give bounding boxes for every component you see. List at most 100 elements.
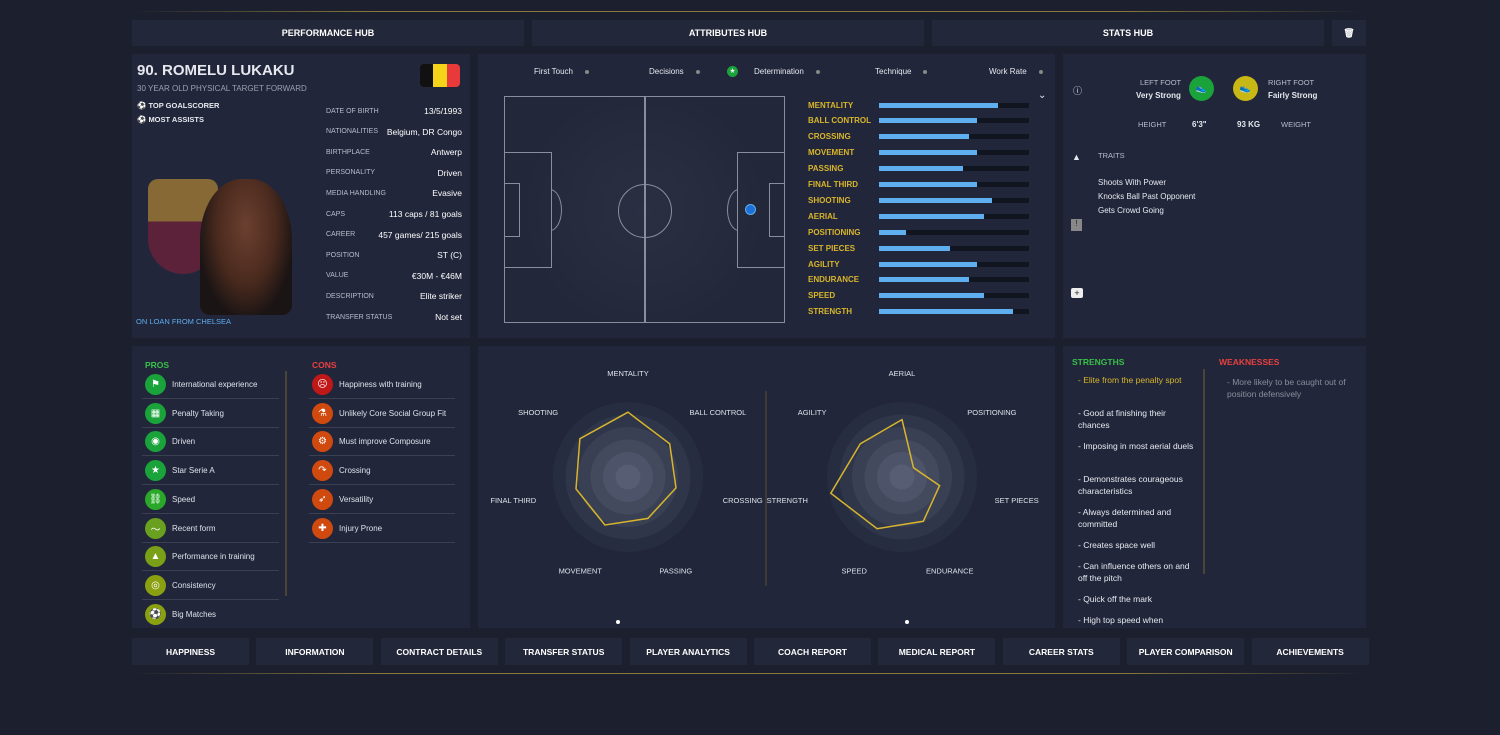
key-attribute[interactable]: Technique: [875, 67, 928, 76]
info-row: TRANSFER STATUS Not set: [326, 312, 462, 322]
bottom-tab[interactable]: ACHIEVEMENTS: [1251, 638, 1369, 665]
strength-item: - Elite from the penalty spot: [1078, 375, 1182, 385]
attribute-row: ENDURANCE: [808, 274, 1030, 286]
attribute-bar: [879, 213, 1029, 219]
radar-ring: [615, 464, 641, 490]
position-marker: [745, 204, 756, 215]
con-icon: ↷: [312, 460, 333, 482]
bottom-tab[interactable]: HAPPINESS: [132, 638, 249, 665]
cons-item-label: Must improve Composure: [339, 437, 431, 447]
pros-item-label: Recent form: [172, 523, 216, 533]
radar-ring: [839, 414, 965, 540]
pros-item-label: Penalty Taking: [172, 408, 224, 418]
trash-icon: 🗑: [1343, 27, 1355, 38]
pros-item: ⚑ International experience: [142, 371, 279, 399]
ball-icon: ⚽: [137, 101, 149, 110]
info-icon[interactable]: ⓘ: [1073, 86, 1083, 96]
bottom-tab[interactable]: PLAYER COMPARISON: [1127, 638, 1245, 665]
key-attribute[interactable]: Work Rate: [989, 67, 1043, 76]
bottom-tab[interactable]: INFORMATION: [256, 638, 374, 665]
info-label: PERSONALITY: [326, 169, 376, 177]
info-row: POSITION ST (C): [326, 250, 462, 260]
tab-performance-hub[interactable]: PERFORMANCE HUB: [132, 20, 524, 46]
player-photo: [200, 179, 292, 315]
attribute-label: FINAL THIRD: [808, 180, 859, 189]
strength-item: - Can influence others on and off the pi…: [1078, 561, 1190, 583]
scrollbar[interactable]: [285, 371, 287, 596]
attribute-bar-fill: [879, 182, 977, 187]
info-row: PERSONALITY Driven: [326, 168, 462, 178]
bottom-tab[interactable]: CONTRACT DETAILS: [380, 638, 498, 665]
loan-status: ON LOAN FROM CHELSEA: [136, 317, 232, 326]
pros-item-label: Performance in training: [172, 552, 255, 562]
info-row: CAPS 113 caps / 81 goals: [326, 209, 462, 219]
dot-icon: [695, 69, 700, 74]
info-label: DATE OF BIRTH: [326, 107, 379, 115]
attribute-bar-fill: [879, 261, 977, 267]
info-value: Not set: [435, 312, 462, 322]
attribute-label: STRENGTH: [808, 307, 852, 317]
radar-axis-label: ENDURANCE: [926, 567, 974, 576]
key-attribute[interactable]: First Touch: [534, 67, 589, 76]
attribute-bar-fill: [879, 245, 950, 251]
attribute-bar: [879, 277, 1029, 283]
scrollbar[interactable]: [1203, 369, 1205, 574]
attribute-row: CROSSING: [808, 131, 1030, 143]
strength-item: - High top speed when: [1078, 615, 1164, 625]
pros-item-label: International experience: [172, 380, 258, 389]
cons-item: ☹ Happiness with training: [309, 371, 455, 399]
bottom-tab[interactable]: MEDICAL REPORT: [878, 638, 996, 665]
info-label: NATIONALITIES: [326, 128, 378, 136]
pro-icon: ★: [145, 460, 166, 482]
alert-icon[interactable]: !: [1071, 219, 1082, 231]
right-foot-value: Fairly Strong: [1268, 91, 1318, 100]
con-icon: ➶: [312, 488, 333, 510]
trait-item: Knocks Ball Past Opponent: [1098, 192, 1196, 201]
pros-item: 〜 Recent form: [142, 515, 279, 543]
bottom-tab[interactable]: TRANSFER STATUS: [505, 638, 623, 665]
radar-ring: [889, 464, 915, 490]
attribute-row: FINAL THIRD: [808, 179, 1030, 191]
chevron-down-icon[interactable]: ⌄: [1038, 90, 1047, 101]
strength-item: - Creates space well: [1078, 540, 1156, 550]
pros-title: PROS: [145, 360, 170, 370]
pro-icon: ◎: [145, 574, 166, 596]
tab-stats-hub[interactable]: STATS HUB: [932, 20, 1324, 46]
delete-button[interactable]: 🗑: [1332, 20, 1366, 46]
pro-icon: 〜: [145, 517, 166, 539]
key-attribute-label: Technique: [875, 67, 912, 76]
physical-panel: ⓘ LEFT FOOT Very Strong 👟 👟 RIGHT FOOT F…: [1063, 54, 1366, 338]
radar-ring: [877, 452, 927, 502]
top-divider: [130, 11, 1366, 12]
attribute-label: POSITIONING: [808, 227, 861, 237]
bottom-tab[interactable]: COACH REPORT: [754, 638, 871, 665]
info-row: DESCRIPTION Elite striker: [326, 291, 462, 301]
radar-axis-label: BALL CONTROL: [689, 408, 746, 417]
tab-attributes-hub[interactable]: ATTRIBUTES HUB: [532, 20, 924, 46]
page-dot[interactable]: [905, 620, 909, 624]
attribute-label: SPEED: [808, 291, 836, 301]
info-value: Belgium, DR Congo: [386, 126, 462, 137]
star-icon: ★: [727, 66, 738, 77]
key-attribute[interactable]: ★ Determination: [727, 66, 820, 77]
page-dot[interactable]: [616, 620, 620, 624]
pros-item: ★ Star Serie A: [142, 457, 279, 486]
attribute-row: SPEED: [808, 290, 1030, 302]
info-label: BIRTHPLACE: [326, 148, 370, 156]
key-attribute[interactable]: Decisions: [649, 67, 700, 76]
medical-icon[interactable]: +: [1071, 288, 1083, 298]
bottom-tab[interactable]: PLAYER ANALYTICS: [629, 638, 747, 665]
pro-icon: ⚽: [145, 603, 166, 625]
strengths-title: STRENGTHS: [1072, 357, 1125, 367]
info-value: 457 games/ 215 goals: [378, 229, 462, 240]
radar-axis-label: SET PIECES: [995, 496, 1039, 505]
cons-item: ✚ Injury Prone: [309, 515, 455, 543]
bottom-tab[interactable]: CAREER STATS: [1002, 638, 1120, 665]
radar-axis-label: POSITIONING: [967, 408, 1016, 417]
radar-ring: [603, 452, 653, 502]
info-row: VALUE €30M - €46M: [326, 271, 462, 281]
attribute-row: POSITIONING: [808, 226, 1030, 238]
attribute-row: STRENGTH: [808, 306, 1030, 318]
attribute-row: SET PIECES: [808, 242, 1030, 254]
info-value: Evasive: [432, 188, 462, 199]
